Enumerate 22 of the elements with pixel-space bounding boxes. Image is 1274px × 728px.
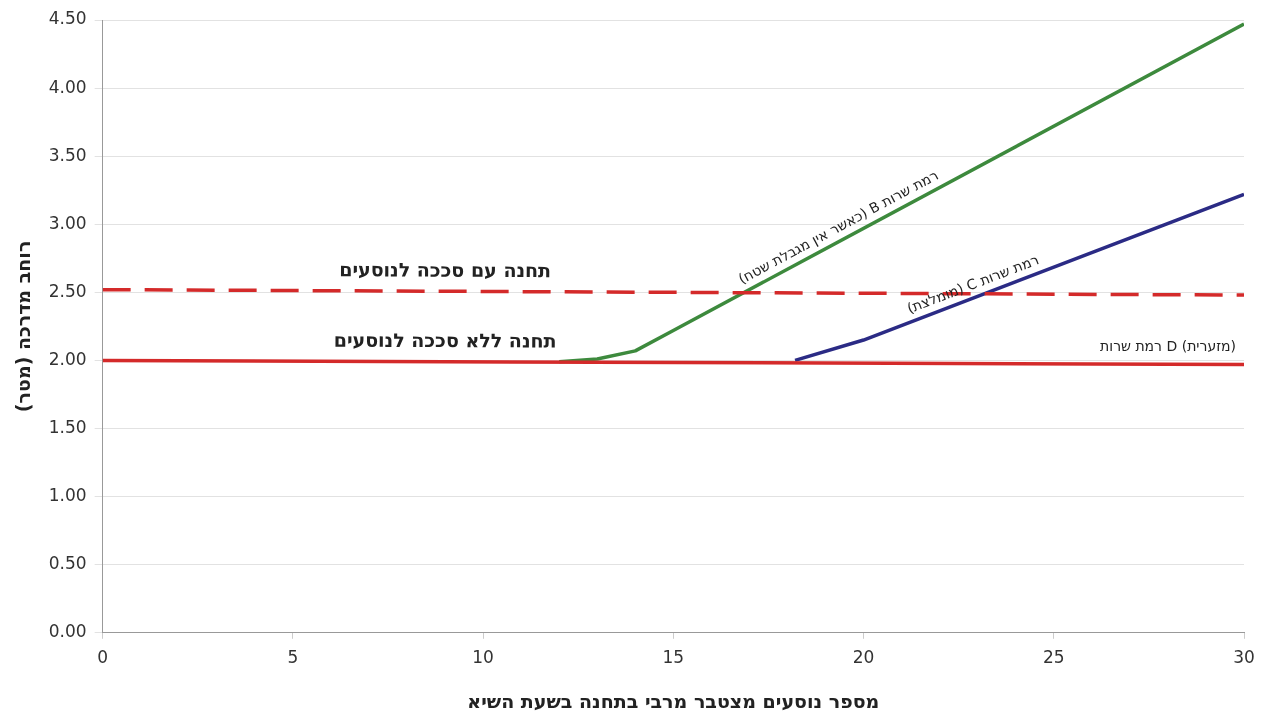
- x-tick-label: 15: [662, 647, 685, 668]
- series-label: תחנה עם סככה לנוסעים: [339, 258, 552, 282]
- y-tick-label: 4.50: [48, 8, 87, 29]
- y-tick-label: 0.50: [48, 553, 87, 574]
- x-tick-label: 25: [1042, 647, 1065, 668]
- x-tick-label: 0: [97, 647, 109, 668]
- y-tick-label: 1.00: [48, 485, 87, 506]
- y-tick-label: 2.00: [48, 348, 87, 369]
- y-tick-label: 0.00: [48, 621, 87, 642]
- y-tick-label: 2.50: [48, 280, 87, 301]
- annotation: רמת שרות D (מזערית): [1100, 338, 1236, 355]
- x-tick-label: 5: [287, 647, 299, 668]
- series-label: תחנה ללא סככה לנוסעים: [333, 328, 557, 352]
- y-tick-label: 4.00: [48, 76, 87, 97]
- y-tick-label: 1.50: [48, 416, 87, 437]
- y-tick-label: 3.50: [48, 144, 87, 165]
- x-tick-label: 30: [1233, 647, 1255, 668]
- x-tick-label: 20: [852, 647, 875, 668]
- y-tick-label: 3.00: [48, 212, 87, 233]
- y-axis-title: רוחב מדרכה (מטר): [12, 240, 35, 413]
- x-tick-label: 10: [472, 647, 494, 668]
- x-axis-title: מספר נוסעים מצטבר מרבי בתחנה בשעת השיא: [467, 689, 880, 712]
